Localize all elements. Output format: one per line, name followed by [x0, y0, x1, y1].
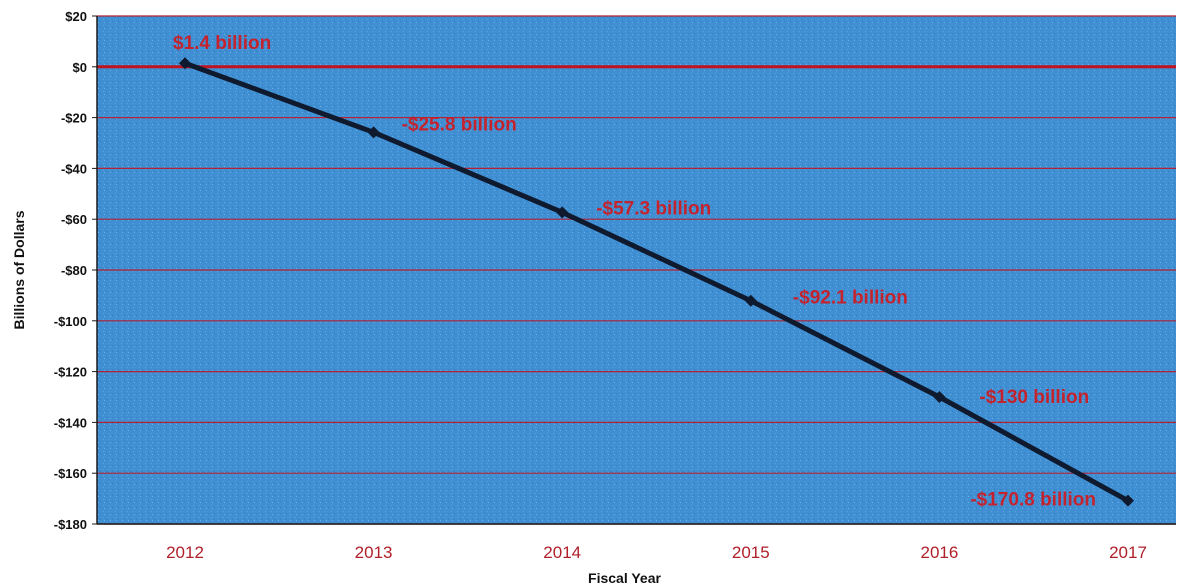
y-tick-label: -$20: [61, 111, 87, 126]
data-labels: $1.4 billion -$25.8 billion -$57.3 billion…: [173, 33, 1096, 510]
y-tick-labels: $20 $0 -$20 -$40 -$60 -$80 -$100 -$120 -$140 -$16…: [54, 9, 87, 532]
x-tick-label: 2016: [920, 543, 958, 562]
y-tick-label: -$100: [54, 314, 87, 329]
x-tick-label: 2013: [355, 543, 393, 562]
data-label: -$57.3 billion: [596, 198, 711, 219]
data-point-marker: [179, 57, 191, 70]
x-axis-title: Fiscal Year: [588, 570, 661, 586]
data-label: -$170.8 billion: [970, 490, 1096, 511]
x-tick-label: 2017: [1109, 543, 1147, 562]
y-tick-label: -$60: [61, 212, 87, 227]
y-axis-title: Billions of Dollars: [11, 210, 27, 329]
data-point-marker: [744, 294, 757, 307]
x-tick-labels: 2012 2013 2014 2015 2016 2017: [166, 543, 1147, 562]
data-label: -$130 billion: [979, 387, 1089, 408]
y-tick-label: -$160: [54, 466, 87, 481]
data-series: [179, 57, 1134, 507]
data-label: -$25.8 billion: [402, 114, 517, 135]
data-point-marker: [1122, 494, 1134, 507]
data-point-marker: [556, 206, 569, 219]
data-point-marker: [367, 126, 380, 139]
series-line: [182, 60, 1131, 504]
y-tick-label: -$80: [61, 263, 87, 278]
x-tick-label: 2015: [732, 543, 770, 562]
x-tick-label: 2012: [166, 543, 204, 562]
data-label: $1.4 billion: [173, 33, 271, 54]
y-tick-label: -$180: [54, 517, 87, 532]
y-tick-label: $0: [73, 60, 87, 75]
y-tick-label: -$120: [54, 365, 87, 380]
x-tick-label: 2014: [543, 543, 581, 562]
data-label: -$92.1 billion: [793, 288, 908, 309]
y-tick-label: -$140: [54, 415, 87, 430]
data-point-marker: [933, 391, 946, 403]
y-tick-label: -$40: [61, 161, 87, 176]
y-tick-label: $20: [65, 9, 87, 24]
axes: [92, 15, 1176, 525]
